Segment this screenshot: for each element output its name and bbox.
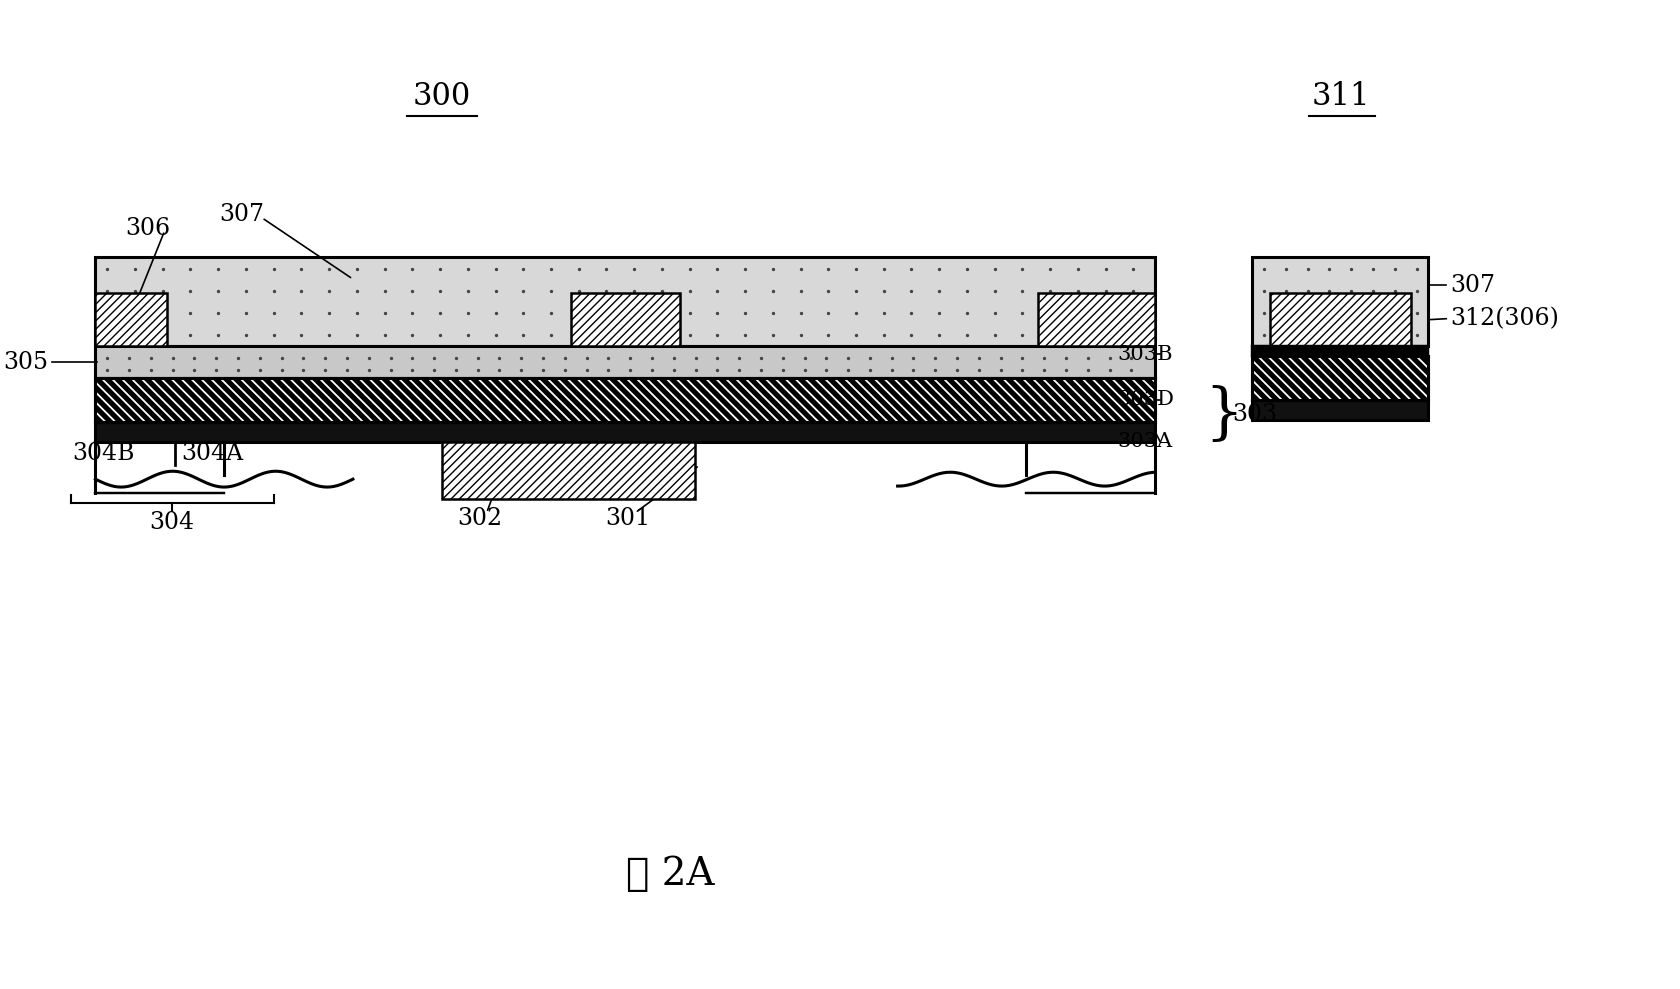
Bar	[96, 346, 1156, 378]
Text: 300: 300	[413, 81, 470, 112]
Bar	[1252, 356, 1428, 400]
Bar	[1252, 257, 1428, 346]
Text: 304: 304	[150, 511, 195, 534]
Text: 301: 301	[606, 507, 650, 530]
Bar	[1252, 356, 1428, 400]
Text: 303D: 303D	[1117, 391, 1174, 409]
Bar	[96, 378, 1156, 421]
Bar	[1252, 346, 1428, 356]
Text: 312(306): 312(306)	[1450, 308, 1559, 330]
Text: 303A: 303A	[1117, 432, 1173, 451]
Text: 306: 306	[124, 217, 170, 240]
Text: 307: 307	[218, 203, 264, 226]
Text: 307: 307	[1450, 274, 1495, 297]
Bar	[96, 421, 1156, 441]
Text: 303: 303	[1233, 404, 1277, 426]
Text: 311: 311	[1312, 81, 1371, 112]
Bar	[571, 293, 680, 346]
Text: 304B: 304B	[72, 442, 134, 465]
Text: 304A: 304A	[181, 442, 244, 465]
Bar	[1252, 400, 1428, 419]
Text: 302: 302	[457, 507, 502, 530]
Text: 303B: 303B	[1117, 345, 1173, 364]
Text: 图 2A: 图 2A	[625, 855, 714, 893]
Text: 305: 305	[3, 351, 47, 374]
Bar	[442, 441, 694, 499]
Bar	[96, 378, 1156, 421]
Bar	[96, 257, 1156, 346]
Text: }: }	[1205, 385, 1243, 445]
Bar	[1270, 293, 1411, 346]
Bar	[1038, 293, 1156, 346]
Bar	[96, 293, 166, 346]
